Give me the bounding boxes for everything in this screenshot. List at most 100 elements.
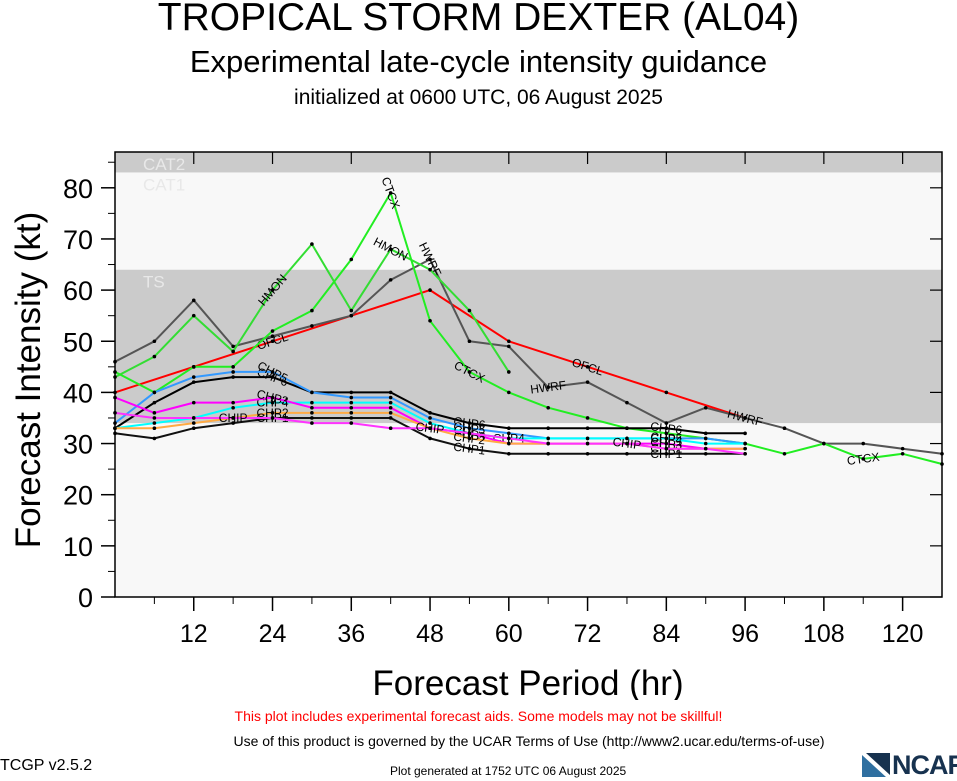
point-ctcx	[428, 318, 432, 323]
series-chip: CHIP CHIP CHIP	[113, 411, 747, 456]
point-chp4	[703, 441, 708, 446]
point-chp4	[349, 400, 354, 405]
point-hwrf	[585, 380, 590, 384]
point-ctcx	[585, 416, 590, 420]
point-hwrf	[900, 446, 905, 451]
point-chp5	[507, 431, 511, 436]
x-tick-label-96: 96	[731, 620, 759, 648]
band-label-ts: TS	[143, 273, 165, 292]
point-hmon	[467, 308, 472, 313]
ncar-logo-icon	[862, 752, 890, 777]
point-chp1	[349, 416, 354, 420]
point-chp4	[152, 421, 157, 425]
point-chp5	[428, 416, 432, 420]
point-chp3	[191, 400, 196, 405]
point-chp6	[467, 421, 472, 425]
y-tick-label-80: 80	[63, 174, 93, 204]
point-chp2	[349, 411, 354, 415]
point-chp1	[152, 436, 157, 441]
point-ctcx	[900, 451, 905, 456]
point-chp1	[467, 446, 472, 451]
point-hwrf	[743, 416, 747, 420]
band-2	[115, 172, 942, 270]
point-hwrf	[782, 426, 787, 431]
point-hwrf	[349, 313, 354, 318]
point-chp6	[664, 426, 669, 431]
point-hwrf	[861, 441, 866, 446]
version-label: TCGP v2.5.2	[0, 757, 93, 774]
point-chp6	[507, 426, 511, 431]
chart-title: TROPICAL STORM DEXTER (AL04)	[157, 0, 800, 39]
point-ctcx	[388, 191, 393, 195]
series-label-chip: CHIP	[612, 435, 642, 453]
plot-frame	[114, 151, 943, 598]
point-ctcx	[310, 308, 314, 313]
point-chip	[703, 446, 708, 451]
point-hmon	[231, 349, 235, 354]
point-chp2	[388, 411, 393, 415]
series-label-ctcx: CTCX	[846, 450, 880, 468]
point-chip	[231, 416, 235, 420]
point-ctcx	[664, 431, 669, 436]
point-chip	[270, 416, 275, 420]
point-chip	[743, 451, 747, 456]
point-chp2	[507, 441, 511, 446]
point-chp6	[743, 431, 747, 436]
skill-warning: This plot includes experimental forecast…	[234, 708, 723, 724]
chart-subtitle: Experimental late-cycle intensity guidan…	[189, 44, 768, 79]
point-chp5	[270, 370, 275, 374]
y-tick-label-30: 30	[63, 430, 93, 460]
ncar-logo: NCAR	[862, 750, 957, 780]
point-chp6	[546, 426, 550, 431]
point-ofcl	[507, 339, 511, 344]
point-chp4	[625, 436, 629, 441]
band-1	[115, 269, 942, 424]
ncar-logo-text: NCAR	[892, 750, 957, 780]
band-label-cat1: CAT1	[143, 175, 185, 194]
x-tick-label-48: 48	[416, 620, 444, 648]
intensity-bands	[115, 152, 942, 597]
point-chp1	[585, 451, 590, 456]
point-chp5	[231, 370, 235, 374]
point-chp6	[152, 400, 157, 405]
y-tick-label-20: 20	[63, 481, 93, 511]
y-tick-label-40: 40	[63, 378, 93, 408]
point-chp6	[388, 390, 393, 395]
point-chp4	[664, 436, 669, 441]
init-time: initialized at 0600 UTC, 06 August 2025	[294, 86, 663, 109]
point-chp4	[585, 436, 590, 441]
point-chip	[152, 416, 157, 420]
point-chp3	[349, 405, 354, 410]
point-ctcx	[507, 390, 511, 395]
point-chp3	[310, 405, 314, 410]
point-ofcl	[664, 390, 669, 395]
point-chp6	[585, 426, 590, 431]
point-hwrf	[428, 257, 432, 262]
point-ctcx	[349, 257, 354, 262]
y-tick-label-10: 10	[63, 532, 93, 562]
point-chp4	[388, 400, 393, 405]
point-ctcx	[861, 457, 866, 461]
point-chp3	[270, 395, 275, 400]
point-chp4	[546, 436, 550, 441]
point-chp2	[191, 421, 196, 425]
point-chp4	[231, 405, 235, 410]
series-line-ctcx	[114, 191, 943, 465]
point-ctcx	[231, 365, 235, 369]
point-chp5	[467, 426, 472, 431]
point-chp5	[349, 395, 354, 400]
point-chip	[349, 421, 354, 425]
point-chp1	[703, 451, 708, 456]
point-chp2	[467, 436, 472, 441]
series-label-chp2: CHP2	[257, 406, 289, 420]
point-chp4	[310, 400, 314, 405]
point-hwrf	[191, 298, 196, 303]
point-chp1	[546, 451, 550, 456]
point-chip	[467, 431, 472, 436]
point-hwrf	[231, 344, 235, 349]
point-chp2	[310, 411, 314, 415]
x-tick-label-60: 60	[495, 620, 523, 648]
point-ctcx	[546, 405, 550, 410]
point-chp3	[231, 400, 235, 405]
